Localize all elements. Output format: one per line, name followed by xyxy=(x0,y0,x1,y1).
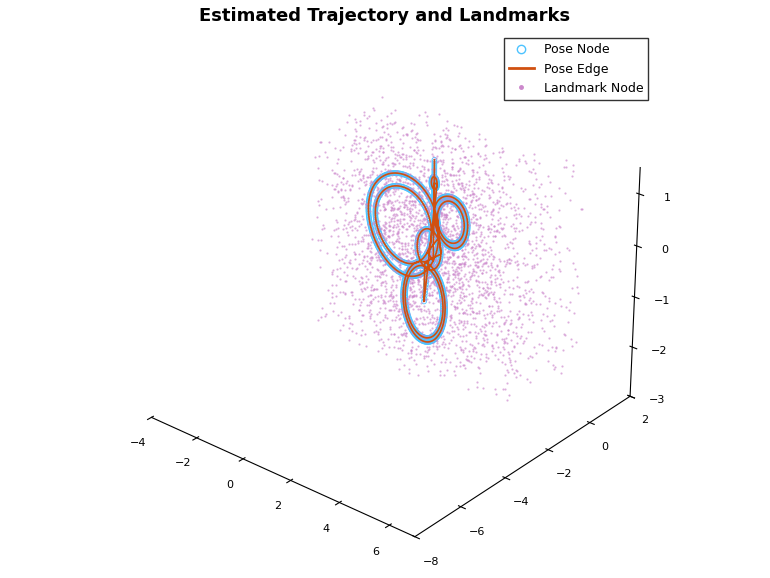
Title: Estimated Trajectory and Landmarks: Estimated Trajectory and Landmarks xyxy=(199,7,571,25)
Legend: Pose Node, Pose Edge, Landmark Node: Pose Node, Pose Edge, Landmark Node xyxy=(504,38,648,100)
